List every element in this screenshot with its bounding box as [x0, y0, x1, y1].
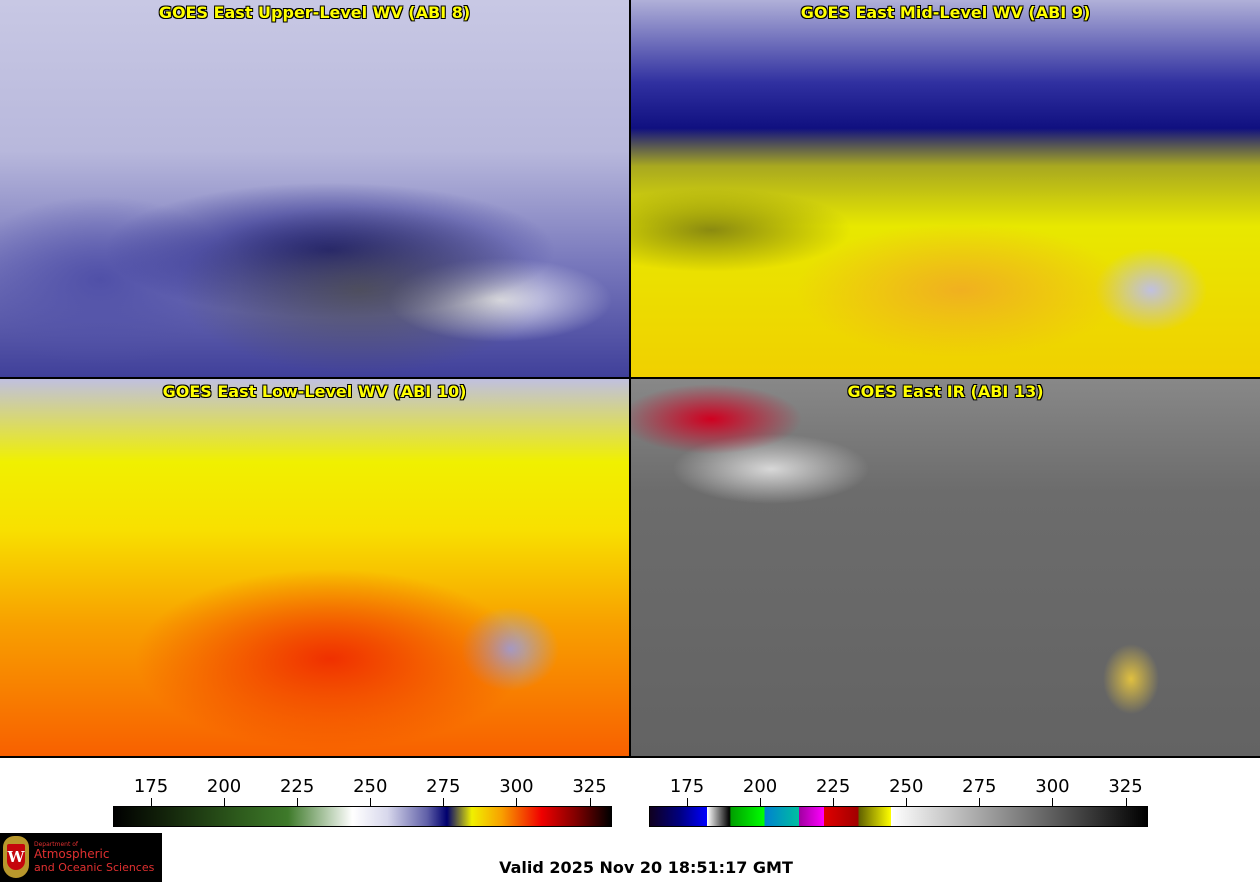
uw-crest-icon: W: [3, 836, 29, 878]
colorbar-tick: [687, 798, 688, 806]
colorbar-tick: [906, 798, 908, 806]
colorbar-tick-label: 200: [742, 776, 778, 797]
colorbar-tick-label: 300: [1035, 776, 1070, 797]
colorbar-tick: [589, 798, 591, 806]
panel-mid-level-wv: GOES East Mid-Level WV (ABI 9): [631, 0, 1260, 377]
colorbar-tick: [224, 798, 226, 806]
colorbar-tick: [833, 798, 835, 806]
wv-colorbar: [113, 806, 612, 827]
valid-time: Valid 2025 Nov 20 18:51:17 GMT: [499, 858, 793, 877]
crest-letter: W: [7, 844, 25, 870]
panel-upper-level-wv: GOES East Upper-Level WV (ABI 8): [0, 0, 629, 377]
panel-ir: GOES East IR (ABI 13): [631, 379, 1260, 756]
colorbar-tick-label: 325: [1108, 776, 1143, 797]
colorbar-tick-label: 250: [889, 776, 924, 797]
aos-logo: W Department of Atmospheric and Oceanic …: [0, 833, 162, 882]
logo-line2: Atmospheric: [34, 847, 110, 861]
logo-line3: and Oceanic Sciences: [34, 861, 155, 874]
colorbar-tick: [1125, 798, 1127, 806]
colorbar-tick: [151, 798, 152, 806]
panel-divider-vertical: [629, 0, 631, 758]
panel-border-bottom: [0, 756, 1260, 758]
colorbar-tick: [1052, 798, 1054, 806]
colorbar-tick-label: 275: [426, 776, 461, 797]
panel-low-level-wv: GOES East Low-Level WV (ABI 10): [0, 379, 629, 756]
colorbar-tick-label: 275: [962, 776, 997, 797]
colorbar-tick-label: 325: [572, 776, 607, 797]
ir-colorbar: [649, 806, 1148, 827]
panel-title: GOES East Low-Level WV (ABI 10): [162, 382, 467, 401]
colorbar-tick: [516, 798, 518, 806]
colorbar-tick-label: 175: [133, 776, 169, 797]
colorbar-tick: [297, 798, 299, 806]
colorbar-tick-label: 200: [206, 776, 242, 797]
panel-divider-horizontal: [0, 377, 1260, 379]
colorbar-tick: [370, 798, 372, 806]
panel-title: GOES East Upper-Level WV (ABI 8): [158, 3, 471, 22]
panel-title: GOES East IR (ABI 13): [847, 382, 1044, 401]
colorbar-tick-label: 175: [669, 776, 705, 797]
panel-title: GOES East Mid-Level WV (ABI 9): [800, 3, 1091, 22]
colorbar-tick-label: 300: [499, 776, 534, 797]
logo-line1: Department of: [34, 841, 78, 848]
colorbar-tick: [443, 798, 445, 806]
colorbar-tick-label: 250: [353, 776, 388, 797]
colorbar-tick: [760, 798, 762, 806]
colorbar-tick: [979, 798, 981, 806]
colorbar-tick-label: 225: [815, 776, 851, 797]
colorbar-tick-label: 225: [279, 776, 315, 797]
